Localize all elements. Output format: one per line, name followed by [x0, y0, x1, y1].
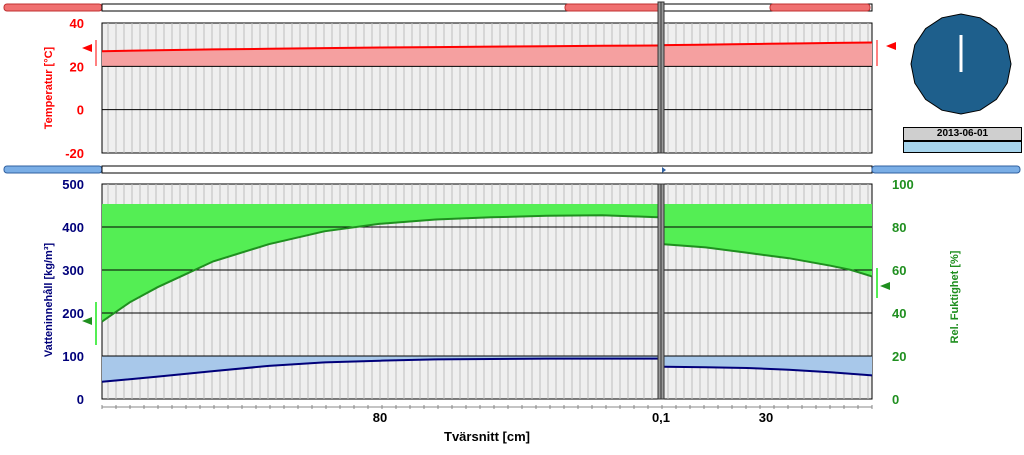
clock-icon — [910, 13, 1012, 115]
water-y-tick: 200 — [62, 306, 84, 321]
rh-area — [102, 204, 872, 322]
temperature-line — [101, 41, 873, 53]
rh-left-boundary-marker[interactable] — [82, 317, 92, 325]
temp-y-axis-label: Temperatur [°C] — [43, 46, 55, 129]
bottom-time-slider[interactable] — [3, 165, 1021, 174]
rh-right-boundary-marker[interactable] — [880, 282, 890, 290]
temperature-panel: 40 20 0 -20 Temperatur [°C] — [43, 16, 896, 161]
temp-y-tick: 40 — [70, 16, 84, 31]
rh-y-axis-label: Rel. Fuktighet [%] — [949, 250, 961, 343]
top-slider-right-segment[interactable] — [769, 3, 871, 12]
top-time-slider[interactable] — [3, 3, 873, 12]
x-axis-label: Tvärsnitt [cm] — [444, 429, 530, 444]
date-display: 2013-06-01 — [903, 127, 1022, 141]
rh-y-tick: 20 — [892, 349, 906, 364]
rh-y-tick: 0 — [892, 392, 899, 407]
top-slider-mid-segment[interactable] — [564, 3, 662, 12]
temp-y-tick: 0 — [77, 103, 84, 118]
water-content-line — [101, 357, 873, 383]
temp-y-tick-labels: 40 20 0 -20 — [65, 16, 84, 161]
temp-y-tick: 20 — [70, 59, 84, 74]
rh-y-tick: 40 — [892, 306, 906, 321]
top-slider-left-segment[interactable] — [3, 3, 103, 12]
moisture-gridlines — [102, 226, 872, 357]
rh-line — [101, 214, 873, 323]
water-y-tick: 500 — [62, 177, 84, 192]
top-slider-track[interactable] — [101, 3, 873, 12]
water-y-axis-label: Vatteninnehåll [kg/m³] — [43, 243, 55, 358]
rh-y-tick: 80 — [892, 220, 906, 235]
x-tick-label-0-1: 0,1 — [652, 410, 670, 425]
water-y-tick: 100 — [62, 349, 84, 364]
water-y-tick: 400 — [62, 220, 84, 235]
x-tick-label-80: 80 — [373, 410, 387, 425]
water-y-tick-labels: 500 400 300 200 100 0 — [62, 177, 84, 407]
temp-y-tick: -20 — [65, 146, 84, 161]
temperature-area — [102, 42, 872, 67]
rh-y-tick-labels: 100 80 60 40 20 0 — [892, 177, 914, 407]
date-progress-bar[interactable] — [903, 141, 1022, 153]
rh-y-tick: 100 — [892, 177, 914, 192]
x-tick-marks — [101, 405, 873, 409]
water-content-area — [102, 356, 872, 382]
mid-slider-track[interactable] — [101, 165, 873, 174]
rh-y-tick: 60 — [892, 263, 906, 278]
mid-slider-left-segment[interactable] — [3, 165, 103, 174]
x-tick-label-30: 30 — [759, 410, 773, 425]
water-y-tick: 300 — [62, 263, 84, 278]
temp-left-boundary-marker[interactable] — [82, 44, 92, 52]
material-boundary[interactable] — [657, 1, 666, 400]
temp-gridlines — [102, 65, 872, 111]
mid-slider-right-segment[interactable] — [871, 165, 1021, 174]
water-y-tick: 0 — [77, 392, 84, 407]
temp-right-boundary-marker[interactable] — [886, 42, 896, 50]
